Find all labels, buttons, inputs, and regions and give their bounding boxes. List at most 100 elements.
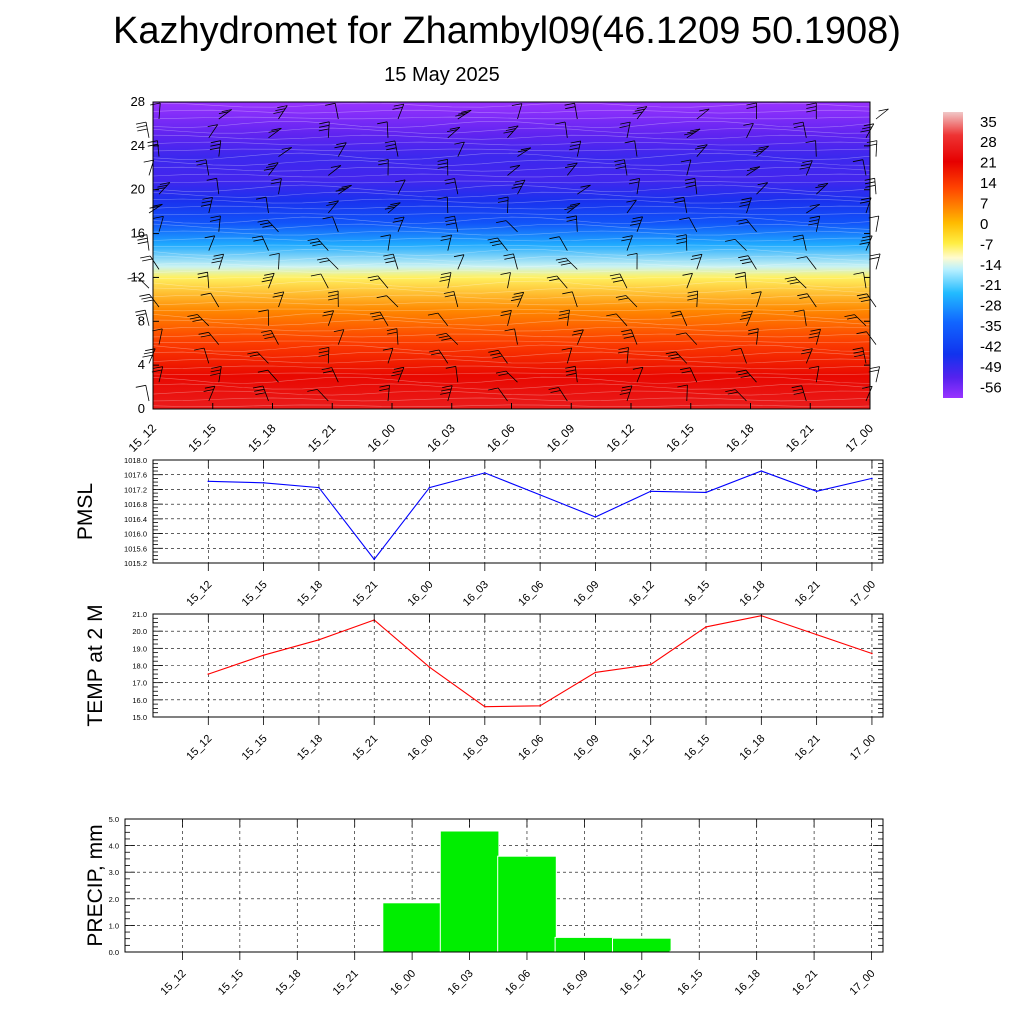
colorbar-label: 7: [980, 195, 988, 212]
wind-barb-staff: [446, 333, 459, 345]
y-axis-title: PRECIP, mm: [84, 824, 107, 946]
wind-barb-feather: [330, 165, 341, 168]
wind-barb-feather: [440, 392, 451, 395]
wind-barb-feather: [671, 313, 682, 317]
wind-barb-feather: [520, 147, 531, 151]
x-tick-label: 15_21: [331, 968, 361, 998]
wind-barb-feather: [503, 130, 514, 134]
y-tick-label: 19.0: [132, 644, 147, 653]
y-tick-label: 15.0: [132, 713, 147, 722]
wind-barb-feather: [748, 328, 759, 332]
wind-barb-feather: [687, 130, 698, 134]
contour-line: [152, 376, 871, 384]
wind-barb-feather: [810, 328, 821, 332]
wind-barb-feather: [127, 276, 138, 280]
wind-barb-feather: [628, 181, 640, 185]
wind-barb-feather: [632, 111, 643, 115]
wind-barb-feather: [629, 178, 640, 181]
wind-barb-staff: [694, 178, 698, 195]
x-tick-label: 15_12: [184, 733, 214, 763]
wind-barb-feather: [687, 294, 698, 297]
wind-barb-staff: [387, 348, 394, 364]
wind-barb-feather: [730, 348, 742, 351]
contour-line: [152, 383, 871, 390]
wind-barb-feather: [631, 219, 642, 223]
wind-barb-feather: [800, 163, 811, 167]
wind-barb-feather: [207, 124, 218, 127]
wind-barb-feather: [307, 389, 318, 392]
wind-barb-feather: [321, 367, 332, 370]
wind-barb-staff: [327, 200, 339, 214]
wind-barb-feather: [392, 219, 403, 223]
wind-barb-feather: [488, 387, 499, 391]
wind-barb-feather: [787, 279, 798, 282]
wind-barb-feather: [326, 203, 337, 206]
wind-barb-feather: [440, 238, 451, 241]
y-tick-label: 1016.4: [124, 515, 147, 524]
wind-barb-staff: [696, 290, 699, 308]
x-tick-label: 16_21: [783, 421, 817, 455]
wind-barb-staff: [683, 197, 688, 214]
wind-barb-staff: [616, 313, 628, 327]
wind-barb-feather: [510, 298, 522, 302]
wind-barb-feather: [513, 291, 524, 295]
data-point: [871, 652, 873, 655]
wind-barb-staff: [505, 220, 518, 233]
wind-barb-feather: [328, 294, 339, 297]
colorbar-label: 28: [980, 134, 997, 151]
wind-barb-feather: [307, 238, 318, 241]
wind-barb-staff: [387, 385, 390, 402]
y-tick-label: 18.0: [132, 662, 147, 671]
wind-barb-feather: [681, 370, 692, 374]
wind-barb-feather: [137, 128, 148, 132]
wind-barb-feather: [615, 295, 626, 298]
contour-line: [152, 134, 871, 140]
data-point: [428, 486, 431, 489]
x-tick-label: 16_12: [627, 579, 657, 609]
wind-barb-staff: [803, 309, 807, 326]
wind-barb-staff: [397, 103, 405, 120]
wind-barb-feather: [449, 126, 460, 130]
wind-barb-staff: [816, 183, 829, 195]
wind-barb-feather: [738, 221, 749, 225]
wind-barb-feather: [145, 348, 156, 352]
wind-barb-feather: [328, 200, 339, 204]
wind-barb-staff: [457, 254, 465, 270]
wind-barb-feather: [498, 196, 509, 200]
wind-barb-feather: [152, 328, 163, 332]
x-tick-label: 15_18: [273, 968, 303, 998]
contour-line: [152, 184, 871, 192]
wind-barb-staff: [865, 386, 873, 402]
wind-barb-staff: [397, 367, 405, 383]
wind-barb-feather: [736, 219, 747, 222]
wind-barb-feather: [687, 290, 698, 294]
wind-barb-staff: [815, 366, 820, 383]
wind-barb-feather: [150, 102, 161, 106]
wind-barb-staff: [686, 273, 693, 289]
wind-barb-feather: [565, 106, 576, 110]
precip-bar: [382, 902, 442, 953]
wind-barb-feather: [254, 388, 265, 392]
wind-barb-staff: [397, 179, 406, 195]
wind-barb-feather: [153, 216, 164, 219]
precip-bar: [497, 855, 557, 953]
wind-barb-feather: [445, 181, 456, 185]
wind-barb-feather: [690, 257, 701, 260]
wind-barb-staff: [268, 273, 275, 289]
wind-barb-staff: [626, 385, 633, 402]
wind-barb-staff: [756, 291, 762, 308]
wind-barb-staff: [158, 182, 171, 195]
wind-barb-staff: [392, 253, 399, 270]
wind-barb-feather: [742, 310, 753, 314]
x-tick-label: 15_12: [158, 968, 188, 998]
wind-barb-feather: [378, 159, 389, 162]
wind-barb-feather: [394, 216, 405, 220]
wind-barb-feather: [323, 370, 334, 374]
wind-barb-feather: [318, 354, 329, 357]
wind-barb-feather: [746, 106, 757, 109]
wind-barb-feather: [444, 178, 455, 181]
y-tick-label: 1018.0: [124, 456, 147, 465]
wind-barb-staff: [619, 273, 628, 289]
wind-barb-feather: [455, 113, 466, 117]
wind-barb-feather: [501, 309, 512, 313]
